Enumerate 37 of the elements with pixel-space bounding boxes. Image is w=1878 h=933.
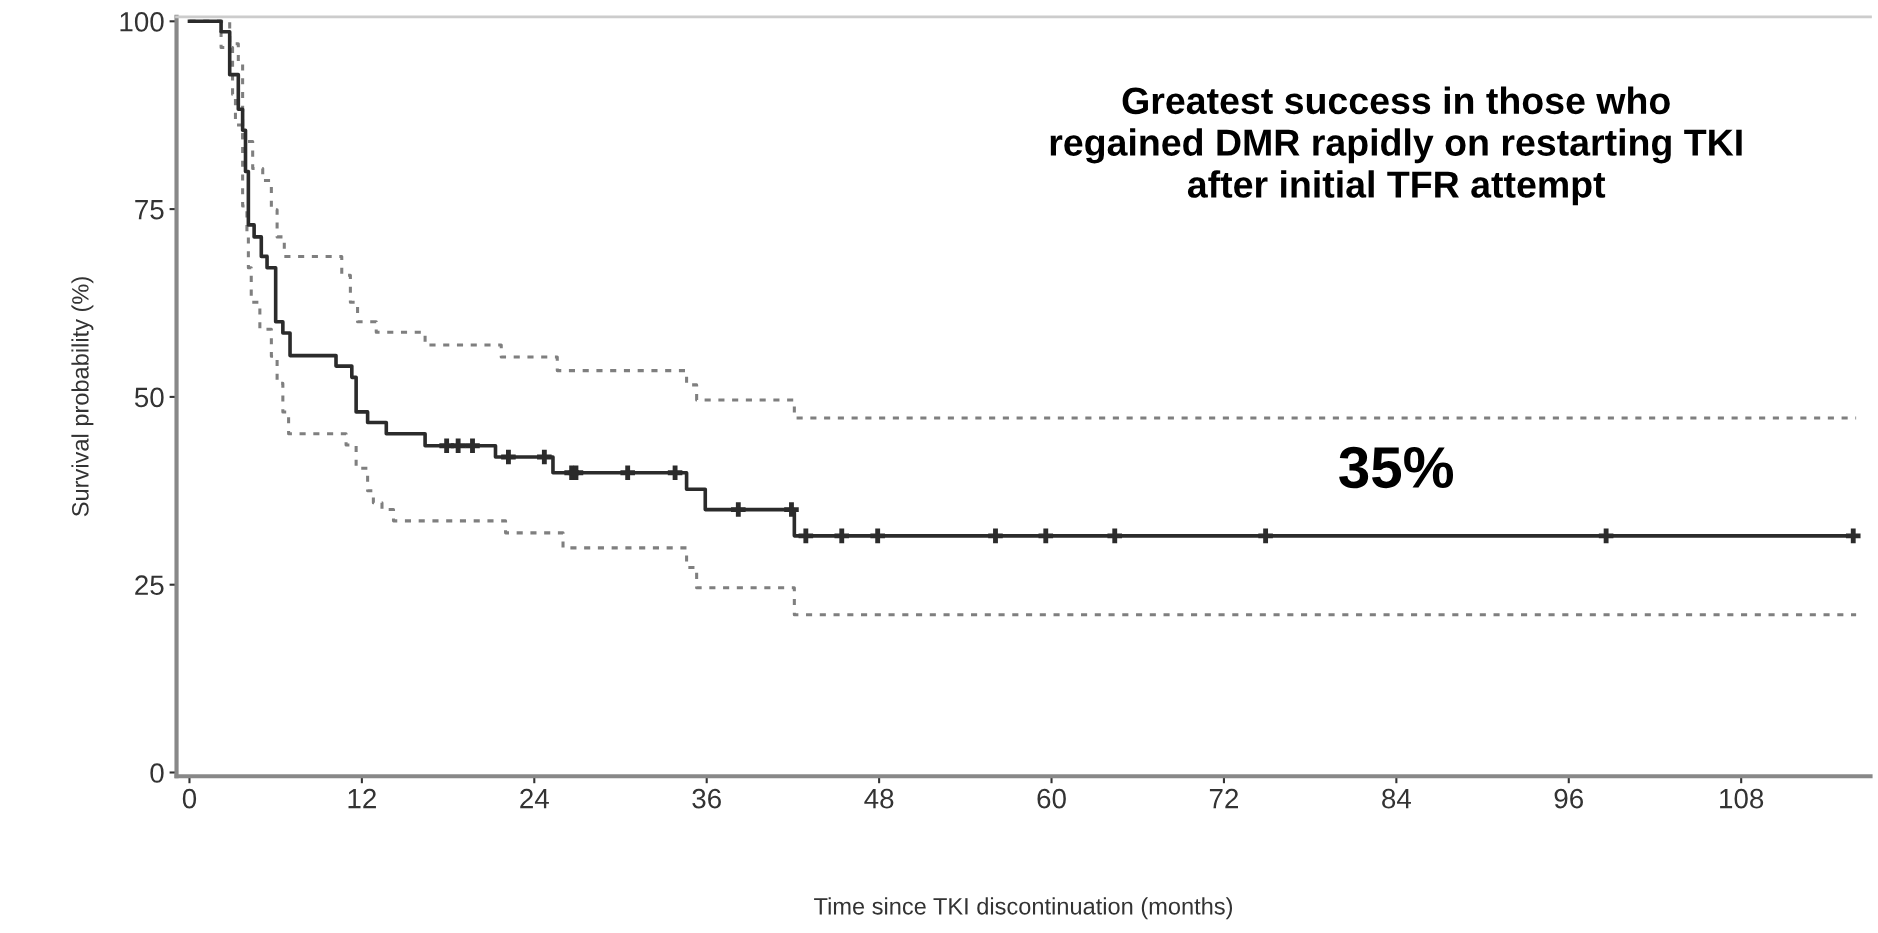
x-axis-title: Time since TKI discontinuation (months) (814, 897, 1233, 920)
point (1258, 528, 1273, 544)
x-tick-label: 24 (520, 788, 549, 809)
point (1038, 528, 1054, 544)
y-tick-label: 75 (135, 200, 164, 220)
y-tick-label: 0 (150, 763, 164, 783)
point (988, 528, 1003, 544)
x-tick-label: 36 (692, 788, 721, 809)
point (784, 502, 799, 517)
point (667, 465, 683, 481)
x-tick-label: 72 (1209, 788, 1238, 809)
x-tick-label: 60 (1037, 788, 1066, 809)
x-tick-label: 108 (1720, 788, 1764, 809)
point (465, 438, 480, 454)
y-tick-label: 25 (135, 575, 164, 596)
point (870, 528, 885, 544)
point (450, 438, 466, 454)
y-axis-title: Survival probability (%) (71, 277, 94, 517)
point (731, 502, 746, 517)
point (1845, 528, 1861, 544)
annotation: Greatest success in those who regained DMR rapidly on restarting TKI after initial TFR attempt (1050, 86, 1742, 206)
annotation: 35% (1339, 446, 1454, 489)
x-tick-label: 0 (182, 788, 197, 809)
x-tick-label: 84 (1382, 788, 1411, 809)
point (537, 449, 552, 465)
x-tick-label: 96 (1554, 788, 1583, 809)
y-tick-label: 100 (120, 11, 164, 32)
point (568, 465, 584, 481)
x-tick-label: 12 (348, 788, 376, 809)
y-tick-label: 50 (134, 387, 164, 408)
point (1107, 528, 1123, 544)
point (501, 449, 516, 465)
point (834, 528, 850, 544)
point (1598, 528, 1614, 544)
point (798, 528, 814, 544)
point (620, 465, 635, 481)
x-tick-label: 48 (864, 788, 894, 809)
